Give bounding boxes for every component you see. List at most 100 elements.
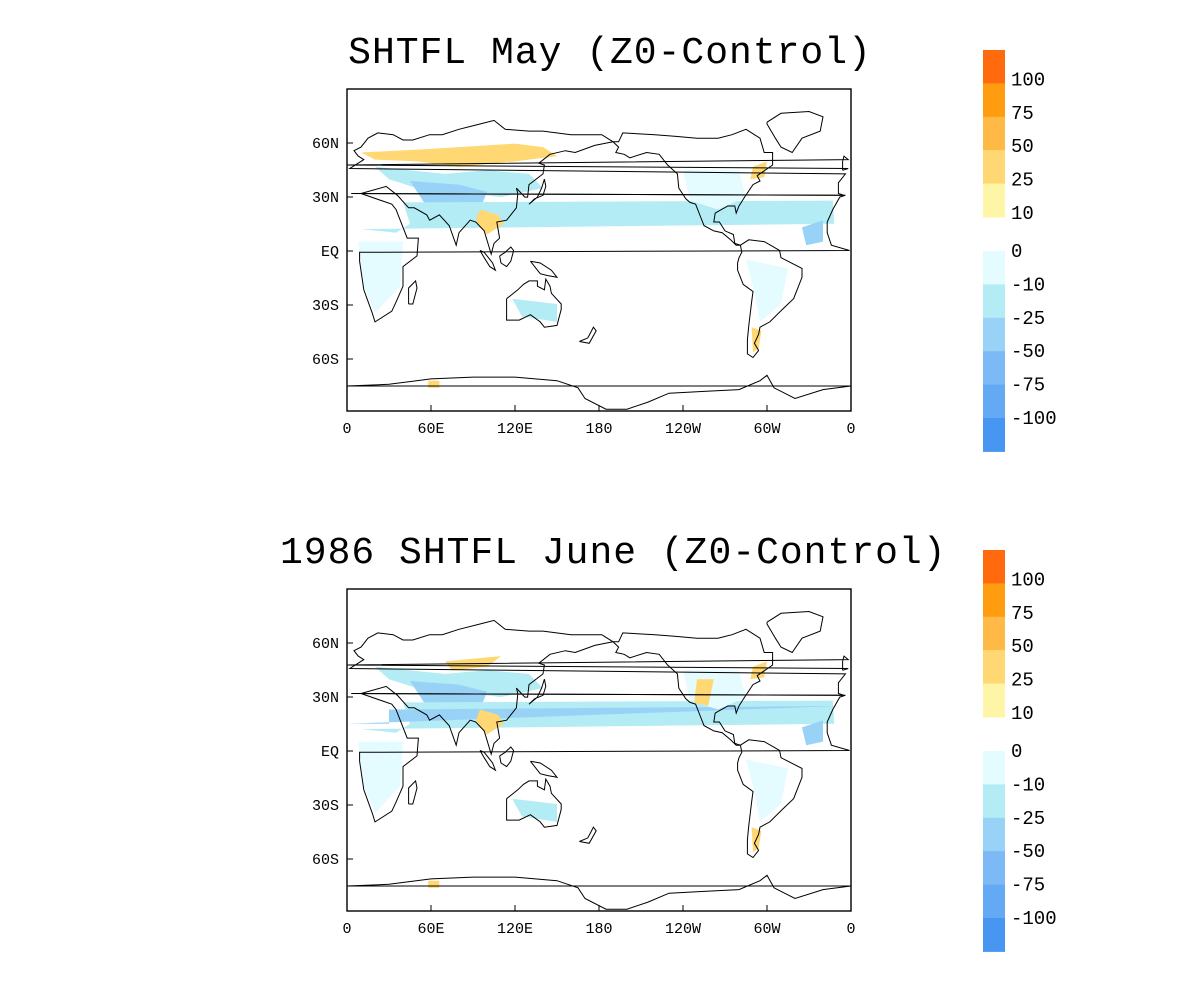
colorbar-label: -100: [1011, 408, 1057, 430]
anomaly-field: [428, 380, 440, 388]
coastline-greenland: [766, 610, 824, 654]
coastline-greenland: [766, 110, 824, 154]
coastline-uk: [347, 155, 850, 171]
anomaly-field: [358, 741, 403, 813]
coastline-newguinea: [530, 260, 559, 279]
anomaly-field: [375, 666, 543, 698]
coastline-borneo: [499, 746, 515, 768]
lon-tick-label: 0: [342, 921, 351, 938]
anomaly-field: [683, 170, 746, 210]
coastline-africa: [359, 193, 850, 323]
colorbar-label: 50: [1011, 136, 1034, 158]
lat-tick-label: 60N: [312, 636, 339, 653]
colorbar-swatch: [983, 550, 1005, 584]
colorbar-swatch: [983, 150, 1005, 185]
coastline-uk: [347, 655, 850, 671]
coastline-japan: [528, 679, 547, 705]
colorbar-label: 75: [1011, 103, 1034, 125]
colorbar-swatch: [983, 817, 1005, 852]
colorbar-swatch: [983, 116, 1005, 151]
colorbar-label: -75: [1011, 875, 1045, 897]
coastline-sumatra: [479, 750, 497, 772]
lat-tick-label: EQ: [321, 744, 339, 761]
coastline-australia: [506, 777, 562, 828]
anomaly-field: [512, 798, 557, 822]
lat-tick-label: EQ: [321, 244, 339, 261]
lat-tick-label: 60S: [312, 352, 339, 369]
map-panel-june: 1986 SHTFL June (Z0-Control) 60N 30N EQ 30S…: [0, 500, 1200, 1000]
lon-tick-label: 0: [846, 921, 855, 938]
colorbar-label: -10: [1011, 774, 1045, 796]
colorbar-swatch: [983, 918, 1005, 952]
anomaly-field: [361, 200, 835, 233]
colorbar-label: 75: [1011, 603, 1034, 625]
coastline-japan: [528, 179, 547, 205]
coastline-eurasia: [348, 119, 847, 256]
colorbar-swatch: [983, 683, 1005, 718]
coastline-madagascar: [408, 279, 418, 305]
coastline-eurasia: [348, 619, 847, 756]
lat-tick-label: 30N: [312, 190, 339, 207]
colorbar-label: 50: [1011, 636, 1034, 658]
lon-tick-label: 60W: [753, 921, 780, 938]
colorbar-label: -25: [1011, 308, 1045, 330]
coastline-antarctica: [347, 374, 851, 410]
anomaly-field: [746, 759, 788, 822]
colorbar-swatch: [983, 351, 1005, 386]
map-panel-may: SHTFL May (Z0-Control) 60N 30N EQ 30S 60S 0 60…: [312, 32, 1057, 452]
anomaly-field: [361, 143, 557, 167]
colorbar-swatch: [983, 751, 1005, 785]
lon-tick-label: 120E: [497, 421, 533, 438]
colorbar-label: -10: [1011, 274, 1045, 296]
coastline-nz: [579, 826, 597, 844]
coastline-samerica: [737, 739, 803, 859]
lat-tick-label: 60S: [312, 852, 339, 869]
lat-tick-label: 30S: [312, 798, 339, 815]
colorbar-label: -75: [1011, 375, 1045, 397]
lon-tick-label: 0: [342, 421, 351, 438]
colorbar-swatch: [983, 50, 1005, 84]
colorbar-label: 25: [1011, 170, 1034, 192]
anomaly-field: [750, 661, 767, 680]
colorbar-swatch: [983, 851, 1005, 886]
lon-tick-label: 60W: [753, 421, 780, 438]
anomaly-field: [694, 679, 714, 706]
map-field-layer: [347, 610, 851, 910]
anomaly-field: [512, 298, 557, 322]
colorbar-label: 10: [1011, 703, 1034, 725]
coastline-madagascar: [408, 779, 418, 805]
anomaly-field: [428, 880, 440, 888]
colorbar-swatch: [983, 384, 1005, 419]
colorbar-swatch: [983, 884, 1005, 919]
lat-tick-label: 30S: [312, 298, 339, 315]
coastline-borneo: [499, 246, 515, 268]
panel-title: SHTFL May (Z0-Control): [348, 32, 872, 75]
colorbar-swatch: [983, 616, 1005, 651]
colorbar-swatch: [983, 284, 1005, 319]
anomaly-field: [750, 161, 767, 180]
lon-tick-label: 120E: [497, 921, 533, 938]
lon-tick-label: 120W: [665, 921, 701, 938]
anomaly-field: [358, 241, 403, 313]
colorbar-label: 25: [1011, 670, 1034, 692]
colorbar-label: 0: [1011, 741, 1022, 763]
coastline-antarctica: [347, 874, 851, 910]
coastline-nz: [579, 326, 597, 344]
colorbar-label: -50: [1011, 841, 1045, 863]
colorbar-label: 100: [1011, 69, 1045, 91]
panel-title: 1986 SHTFL June (Z0-Control): [280, 532, 947, 575]
anomaly-field: [802, 720, 823, 746]
lon-tick-label: 0: [846, 421, 855, 438]
colorbar-swatch: [983, 784, 1005, 819]
coastline-newguinea: [530, 760, 559, 779]
colorbar-swatch: [983, 418, 1005, 452]
anomaly-field: [746, 259, 788, 322]
coastlines: [347, 110, 851, 410]
lon-tick-label: 180: [585, 421, 612, 438]
coastline-sumatra: [479, 250, 497, 272]
coastline-australia: [506, 277, 562, 328]
